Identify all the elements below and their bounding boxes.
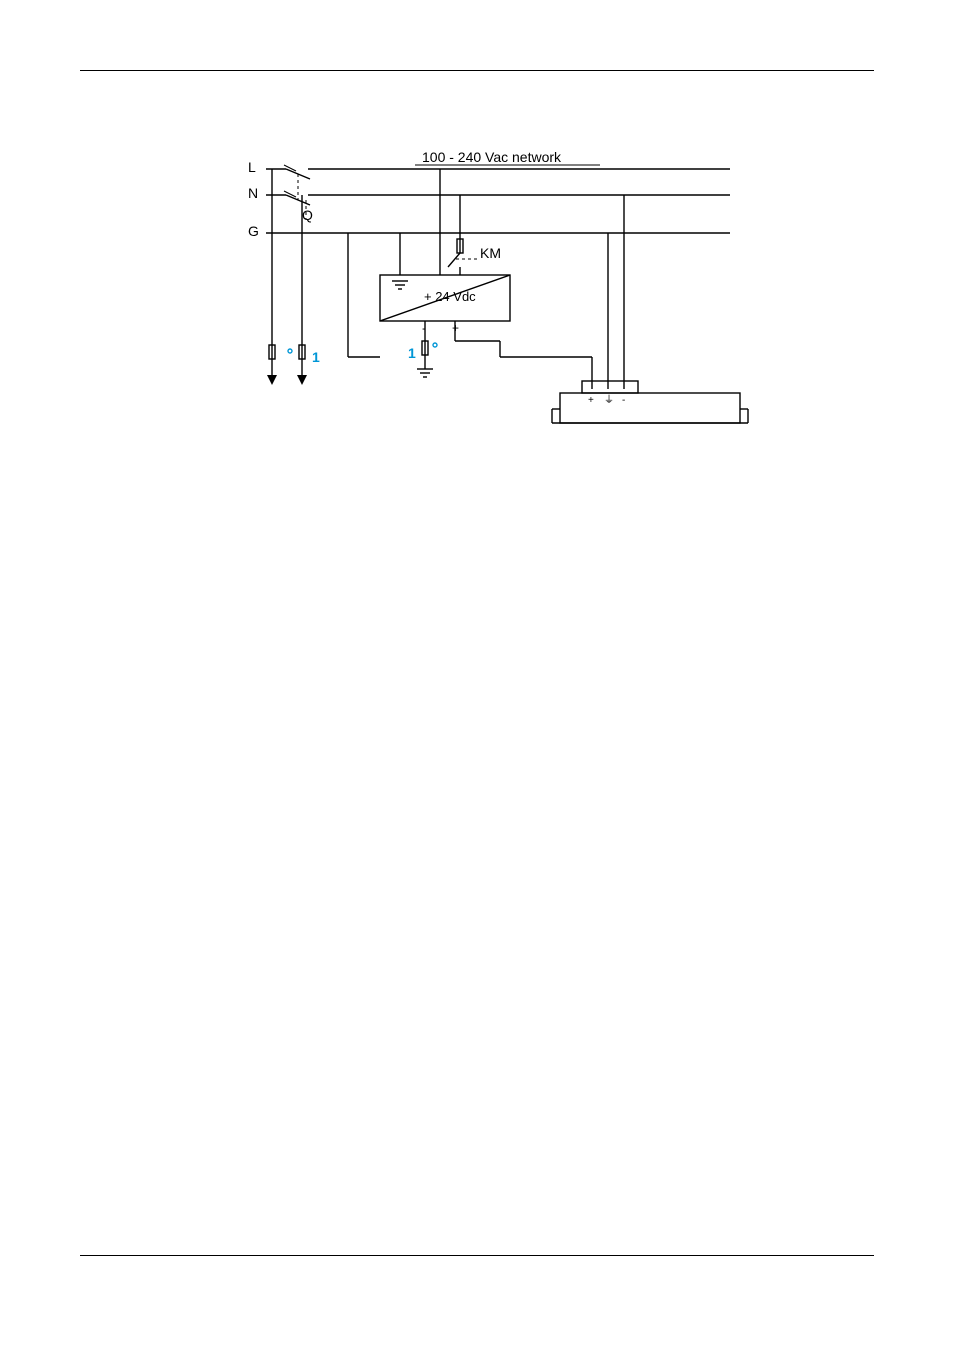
rule-bottom xyxy=(80,1255,874,1256)
svg-text:-: - xyxy=(622,395,625,406)
svg-text:⏚: ⏚ xyxy=(604,394,614,406)
page: L N G 100 - 240 Vac network Q KM + 24 Vd… xyxy=(0,0,954,1348)
svg-text:+: + xyxy=(588,395,594,406)
rule-top xyxy=(80,70,874,71)
wiring-svg: + ⏚ - xyxy=(230,145,740,445)
wiring-diagram: L N G 100 - 240 Vac network Q KM + 24 Vd… xyxy=(230,145,740,445)
